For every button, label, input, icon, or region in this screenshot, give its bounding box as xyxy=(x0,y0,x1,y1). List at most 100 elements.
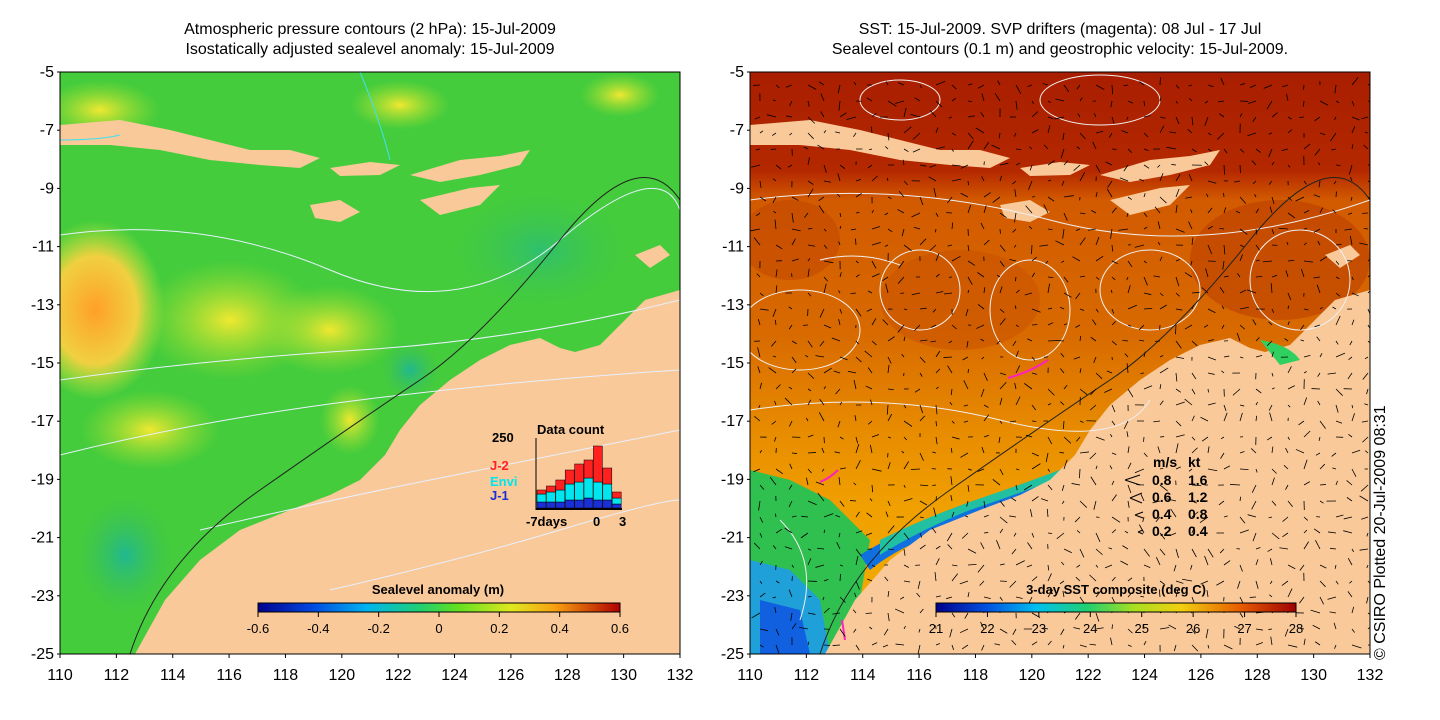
velocity-arrow xyxy=(963,380,969,390)
velocity-arrow xyxy=(1239,412,1243,422)
velocity-arrow xyxy=(1250,448,1257,454)
velocity-arrow xyxy=(897,209,905,214)
velocity-arrow xyxy=(1315,540,1321,550)
velocity-arrow xyxy=(1207,207,1213,214)
velocity-arrow xyxy=(1159,484,1168,492)
velocity-arrow xyxy=(983,596,991,600)
velocity-arrow xyxy=(772,99,777,102)
velocity-arrow xyxy=(1188,221,1193,230)
velocity-arrow xyxy=(855,511,860,518)
velocity-arrow xyxy=(976,324,985,329)
velocity-arrow xyxy=(1270,283,1273,294)
velocity-arrow xyxy=(1031,641,1038,646)
velocity-arrow xyxy=(967,289,970,294)
velocity-arrow xyxy=(1271,196,1275,205)
velocity-arrow xyxy=(1060,401,1065,406)
data-count-bar-segment xyxy=(555,479,566,491)
velocity-arrow xyxy=(1062,132,1065,141)
velocity-arrow xyxy=(883,628,889,636)
velocity-arrow xyxy=(1300,339,1305,342)
velocity-arrow xyxy=(1104,564,1113,569)
velocity-arrow xyxy=(823,244,828,249)
velocity-arrow xyxy=(951,644,955,651)
velocity-arrow xyxy=(1367,324,1370,329)
velocity-arrow xyxy=(1056,532,1065,540)
velocity-arrow xyxy=(1127,260,1133,268)
velocity-arrow xyxy=(1126,212,1129,218)
velocity-arrow xyxy=(996,540,1001,550)
left-lat-tick: -5 xyxy=(40,64,54,81)
velocity-arrow xyxy=(823,276,829,282)
velocity-arrow xyxy=(753,468,761,473)
velocity-arrow xyxy=(950,388,953,396)
velocity-arrow xyxy=(870,399,873,406)
velocity-arrow xyxy=(831,337,841,342)
velocity-arrow xyxy=(1361,516,1369,520)
velocity-arrow xyxy=(1191,447,1198,454)
velocity-arrow xyxy=(871,484,874,493)
velocity-arrow xyxy=(919,238,927,246)
velocity-arrow xyxy=(903,336,906,342)
velocity-arrow xyxy=(823,228,827,232)
velocity-arrow xyxy=(1316,336,1321,342)
velocity-arrow xyxy=(1327,596,1337,600)
right-lon-tick: 124 xyxy=(1131,667,1158,684)
velocity-arrow xyxy=(935,212,939,217)
velocity-arrow xyxy=(1207,356,1217,361)
velocity-arrow xyxy=(951,612,956,618)
velocity-arrow xyxy=(1266,340,1273,346)
velocity-legend-kt-2: 1.2 xyxy=(1188,489,1208,505)
velocity-arrow xyxy=(1076,436,1081,442)
velocity-arrow xyxy=(1252,116,1257,123)
velocity-arrow xyxy=(1143,292,1152,296)
velocity-arrow xyxy=(1126,116,1129,121)
velocity-arrow xyxy=(935,253,940,262)
velocity-arrow xyxy=(1166,498,1177,502)
velocity-arrow xyxy=(1063,459,1068,470)
velocity-arrow xyxy=(903,308,908,311)
velocity-arrow xyxy=(770,148,777,150)
velocity-arrow xyxy=(1347,558,1353,566)
velocity-arrow xyxy=(1111,624,1113,630)
right-land-australia xyxy=(825,290,1370,654)
velocity-arrow xyxy=(1047,125,1051,134)
velocity-arrow xyxy=(855,308,862,317)
velocity-arrow xyxy=(1188,468,1193,472)
velocity-arrow xyxy=(1047,573,1052,582)
velocity-arrow xyxy=(819,308,825,318)
velocity-arrow xyxy=(759,449,763,454)
velocity-arrow xyxy=(865,532,873,536)
velocity-arrow xyxy=(1159,97,1162,102)
velocity-arrow xyxy=(1014,189,1017,198)
velocity-arrow xyxy=(1333,622,1337,630)
velocity-arrow xyxy=(1239,516,1246,524)
velocity-arrow xyxy=(996,274,1001,278)
velocity-arrow xyxy=(1239,496,1242,502)
velocity-arrow xyxy=(903,180,908,186)
sla-colorbar-tick: -0.6 xyxy=(247,621,269,636)
velocity-arrow xyxy=(1191,628,1196,635)
velocity-arrow xyxy=(1303,529,1308,534)
velocity-arrow xyxy=(1268,404,1273,411)
velocity-arrow xyxy=(1255,547,1261,550)
velocity-arrow xyxy=(1285,484,1289,490)
velocity-arrow xyxy=(854,415,857,422)
velocity-arrow xyxy=(1175,188,1180,198)
velocity-arrow xyxy=(991,144,1001,150)
data-count-legend-j2: J-2 xyxy=(490,458,509,473)
velocity-arrow xyxy=(1287,404,1291,408)
velocity-arrow xyxy=(1111,480,1115,486)
velocity-arrow xyxy=(999,162,1009,166)
velocity-arrow xyxy=(1076,564,1081,568)
velocity-arrow xyxy=(1111,596,1115,603)
velocity-arrow xyxy=(784,546,793,550)
velocity-arrow xyxy=(1360,484,1369,492)
velocity-arrow xyxy=(1263,84,1273,89)
velocity-arrow xyxy=(1303,209,1310,214)
velocity-arrow xyxy=(999,500,1005,507)
left-lat-tick: -21 xyxy=(31,530,54,547)
velocity-arrow xyxy=(1191,596,1195,603)
velocity-arrow xyxy=(1042,83,1049,86)
velocity-arrow xyxy=(1367,340,1370,344)
velocity-arrow xyxy=(910,113,921,118)
